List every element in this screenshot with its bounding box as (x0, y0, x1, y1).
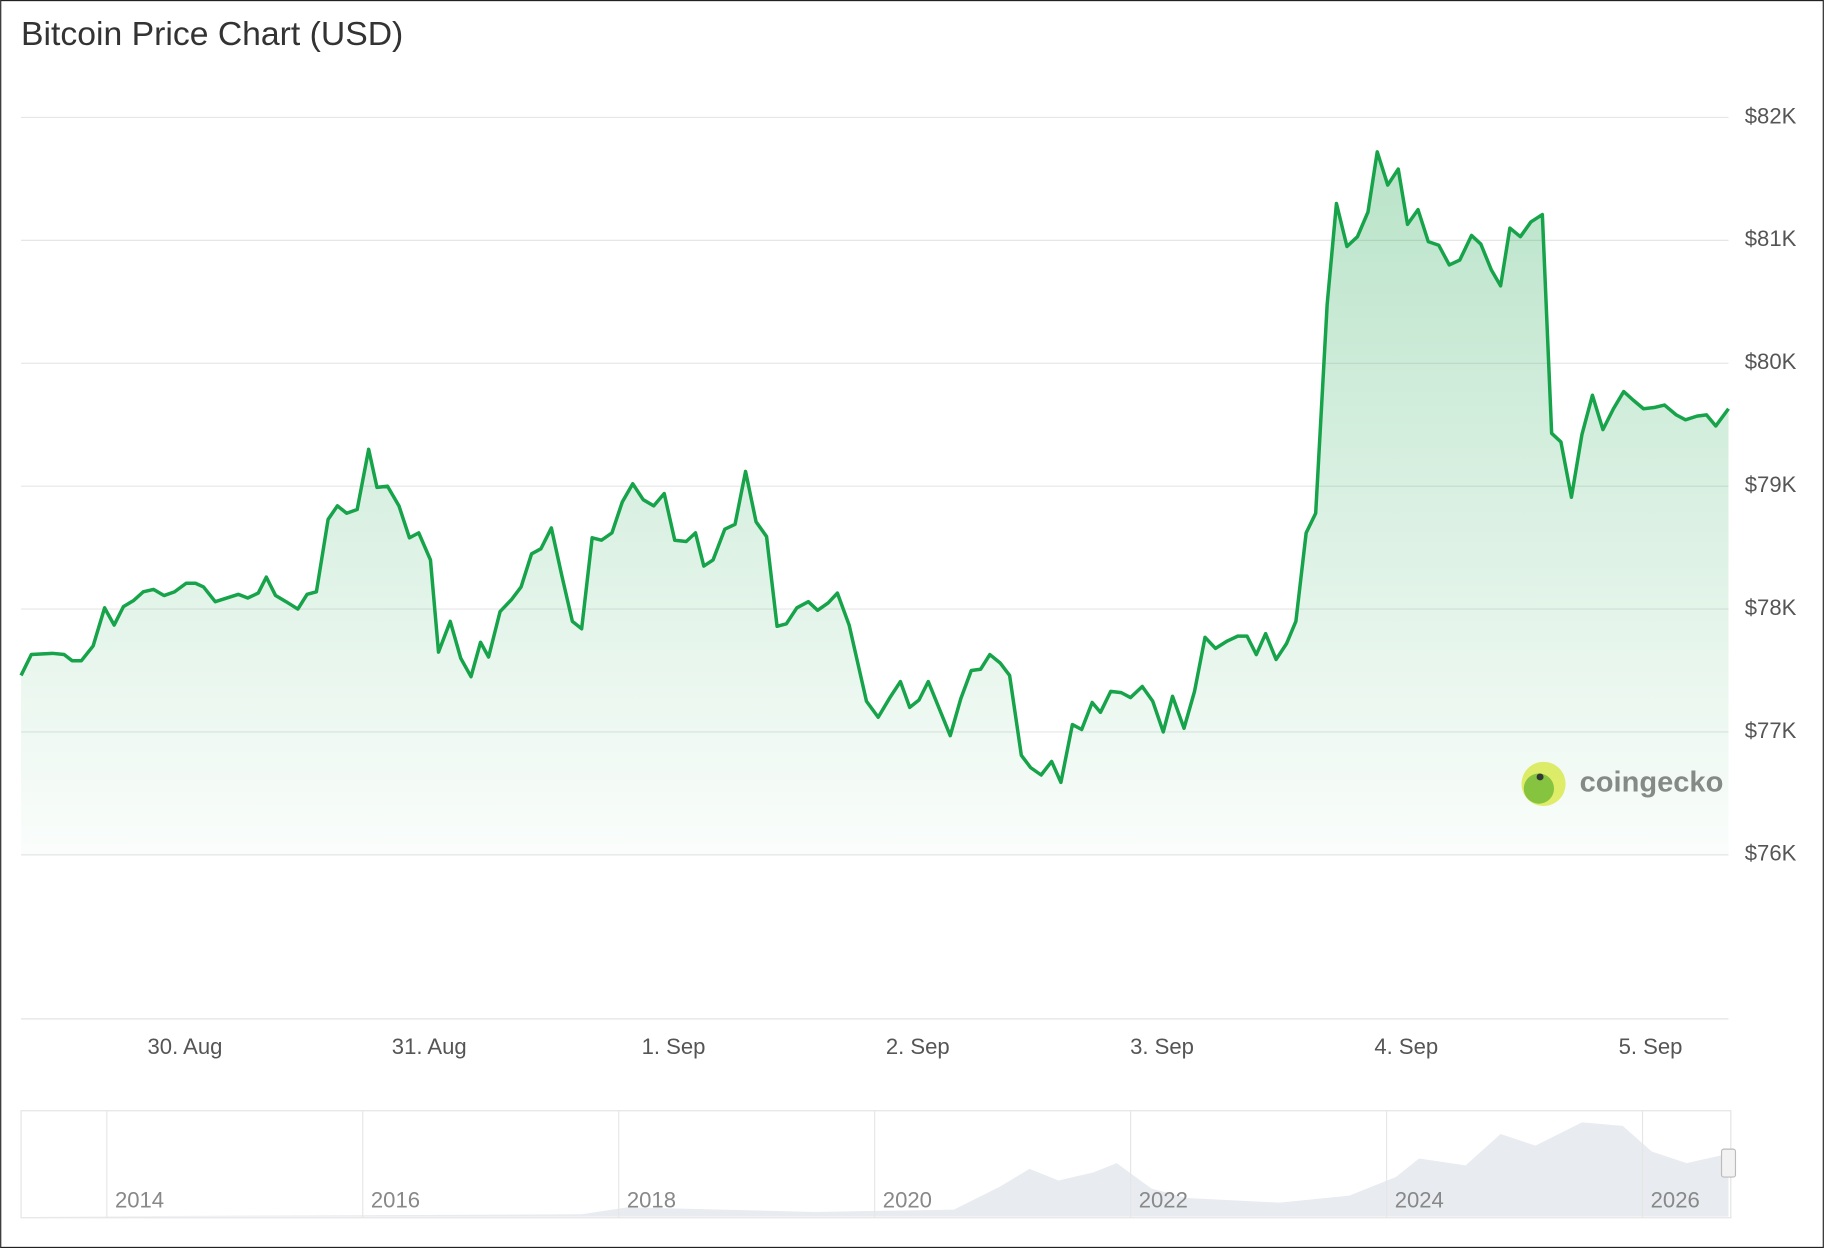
y-tick-label: $82K (1745, 103, 1797, 128)
x-tick-label: 2. Sep (886, 1034, 950, 1059)
y-tick-label: $80K (1745, 349, 1797, 374)
x-tick-label: 5. Sep (1619, 1034, 1683, 1059)
x-tick-label: 30. Aug (148, 1034, 223, 1059)
x-tick-label: 4. Sep (1374, 1034, 1438, 1059)
navigator-tick-label: 2024 (1395, 1187, 1444, 1212)
chart-title: Bitcoin Price Chart (USD) (21, 15, 403, 53)
y-tick-label: $78K (1745, 595, 1797, 620)
y-tick-label: $81K (1745, 226, 1797, 251)
navigator-tick-label: 2026 (1651, 1187, 1700, 1212)
x-tick-label: 3. Sep (1130, 1034, 1194, 1059)
x-tick-label: 1. Sep (642, 1034, 706, 1059)
navigator-handle[interactable] (1720, 1148, 1737, 1178)
price-area (21, 151, 1729, 855)
price-line (19, 150, 1730, 785)
navigator-tick-label: 2018 (627, 1187, 676, 1212)
y-tick-label: $76K (1745, 841, 1797, 866)
navigator: 2014 2016 2018 2020 2022 2024 2026 (20, 1110, 1737, 1219)
x-tick-label: 31. Aug (392, 1034, 467, 1059)
navigator-tick-label: 2020 (883, 1187, 932, 1212)
navigator-area (21, 1122, 1729, 1217)
y-tick-label: $77K (1745, 718, 1797, 743)
navigator-tick-label: 2016 (371, 1187, 420, 1212)
navigator-tick-label: 2014 (115, 1187, 164, 1212)
y-tick-label: $79K (1745, 472, 1797, 497)
navigator-tick-label: 2022 (1139, 1187, 1188, 1212)
